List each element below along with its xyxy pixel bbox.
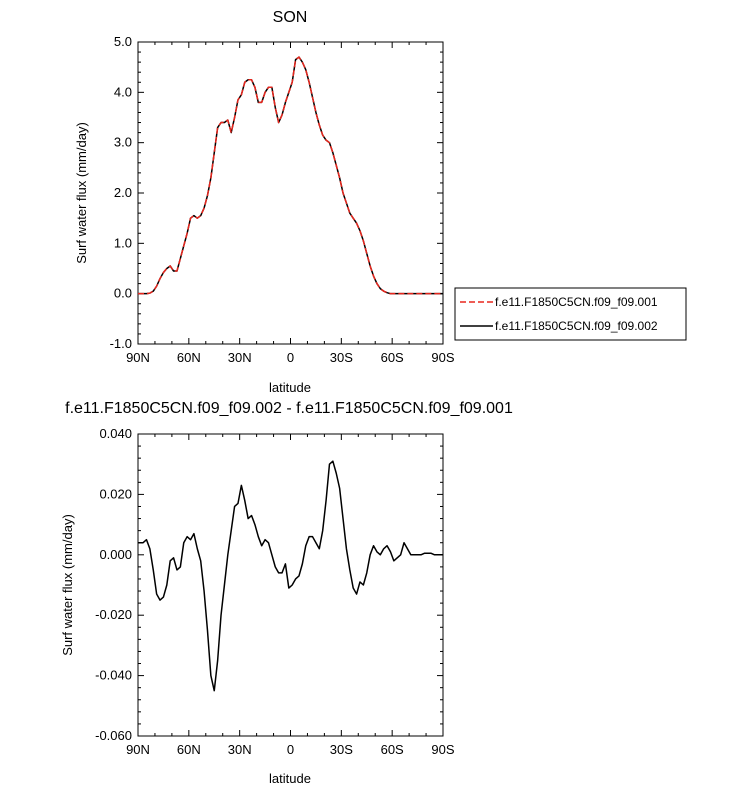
top-panel: SON 90N 60N 30N 0 30S 60S 90S -1.0 0.0 1.0 2.0 3.0 4… bbox=[74, 9, 687, 395]
y-tick-label: 3.0 bbox=[114, 135, 132, 150]
y-tick-label: 0.020 bbox=[99, 486, 132, 501]
legend-box bbox=[454, 287, 687, 341]
x-tick-label: 30S bbox=[330, 350, 353, 365]
bottom-y-axis-label: Surf water flux (mm/day) bbox=[60, 514, 75, 656]
series-line-1 bbox=[138, 460, 443, 692]
x-tick-label: 30N bbox=[228, 350, 252, 365]
x-tick-label: 90N bbox=[126, 742, 150, 757]
x-tick-label: 30S bbox=[330, 742, 353, 757]
top-chart-title: SON bbox=[273, 9, 308, 26]
x-tick-label: 90S bbox=[431, 742, 454, 757]
x-tick-label: 30N bbox=[228, 742, 252, 757]
bottom-panel: f.e11.F1850C5CN.f09_f09.002 - f.e11.F185… bbox=[60, 400, 513, 786]
x-tick-label: 60N bbox=[177, 742, 201, 757]
bottom-x-axis-label: latitude bbox=[269, 771, 311, 786]
series-line-1 bbox=[138, 56, 443, 295]
top-y-axis-label: Surf water flux (mm/day) bbox=[74, 122, 89, 264]
x-tick-label: 0 bbox=[287, 742, 294, 757]
y-tick-label: -0.040 bbox=[95, 668, 132, 683]
x-tick-label: 60S bbox=[381, 742, 404, 757]
top-x-axis-label: latitude bbox=[269, 380, 311, 395]
x-tick-label: 90N bbox=[126, 350, 150, 365]
plot-frame bbox=[137, 433, 444, 737]
legend: f.e11.F1850C5CN.f09_f09.001 f.e11.F1850C… bbox=[454, 287, 687, 341]
x-tick-label: 90S bbox=[431, 350, 454, 365]
bottom-chart-title: f.e11.F1850C5CN.f09_f09.002 - f.e11.F185… bbox=[65, 400, 513, 417]
y-tick-label: -0.020 bbox=[95, 607, 132, 622]
y-tick-label: 5.0 bbox=[114, 34, 132, 49]
y-tick-label: 0.040 bbox=[99, 426, 132, 441]
series-line-2 bbox=[138, 56, 443, 295]
y-tick-label: 2.0 bbox=[114, 185, 132, 200]
x-tick-label: 60N bbox=[177, 350, 201, 365]
y-tick-label: 0.0 bbox=[114, 286, 132, 301]
x-tick-label: 60S bbox=[381, 350, 404, 365]
y-tick-label: 4.0 bbox=[114, 84, 132, 99]
y-tick-label: 0.000 bbox=[99, 547, 132, 562]
legend-label-series-2: f.e11.F1850C5CN.f09_f09.002 bbox=[495, 319, 658, 333]
legend-label-series-1: f.e11.F1850C5CN.f09_f09.001 bbox=[495, 295, 658, 309]
x-tick-label: 0 bbox=[287, 350, 294, 365]
y-tick-label: -0.060 bbox=[95, 728, 132, 743]
y-tick-label: -1.0 bbox=[110, 336, 132, 351]
bottom-plot-area: 90N 60N 30N 0 30S 60S 90S -0.060 -0.040 -0.020 0.0… bbox=[95, 426, 455, 757]
y-tick-label: 1.0 bbox=[114, 235, 132, 250]
top-plot-area: 90N 60N 30N 0 30S 60S 90S -1.0 0.0 1.0 2.0 3.0 4.0 5.… bbox=[110, 34, 455, 365]
